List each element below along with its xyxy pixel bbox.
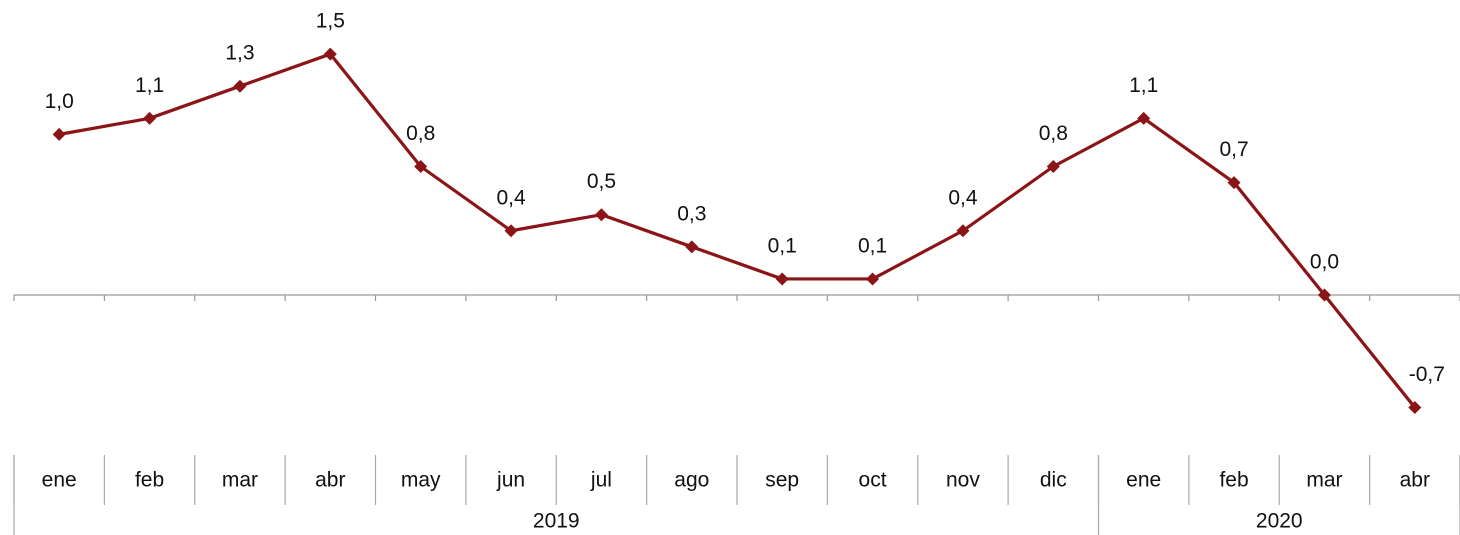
year-label: 2020: [1256, 510, 1303, 533]
marker: [1137, 111, 1151, 125]
line: [58, 52, 1417, 409]
x-tick-label: ene: [42, 469, 77, 492]
marker: [594, 208, 608, 222]
x-tick-label: nov: [946, 469, 980, 492]
marker: [323, 47, 337, 61]
data-label: 0,5: [587, 170, 616, 193]
marker: [1227, 176, 1241, 190]
marker: [52, 127, 66, 141]
data-label: 1,1: [135, 74, 164, 97]
marker: [233, 79, 247, 93]
data-label: 0,1: [768, 234, 797, 257]
data-label: 1,5: [316, 10, 345, 33]
data-label: 0,3: [677, 202, 706, 225]
data-label: 0,7: [1219, 138, 1248, 161]
x-tick-label: sep: [765, 469, 799, 492]
data-label: -0,7: [1409, 363, 1445, 386]
marker: [414, 160, 428, 173]
x-tick-label: ene: [1126, 469, 1161, 492]
marker: [866, 272, 880, 286]
data-label: 0,4: [496, 186, 526, 209]
x-tick-label: dic: [1040, 469, 1067, 492]
data-label: 1,1: [1129, 74, 1158, 97]
year-label: 2019: [533, 510, 580, 533]
x-tick-label: mar: [1306, 469, 1342, 492]
data-label: 1,0: [45, 90, 74, 113]
x-tick-label: ago: [674, 469, 709, 492]
data-label: 0,1: [858, 234, 887, 257]
data-label: 0,4: [948, 186, 978, 209]
x-tick-label: feb: [1219, 469, 1248, 492]
x-tick-label: oct: [859, 469, 887, 492]
data-label: 0,8: [406, 122, 435, 145]
x-tick-label: jun: [496, 469, 525, 492]
marker: [143, 111, 157, 125]
x-tick-label: jul: [590, 469, 612, 492]
marker: [1317, 288, 1331, 302]
data-label: 0,8: [1039, 122, 1068, 145]
x-tick-label: abr: [1400, 469, 1430, 492]
data-label: 0,0: [1310, 251, 1339, 274]
marker: [1408, 400, 1422, 414]
x-tick-label: abr: [315, 469, 345, 492]
marker: [956, 224, 970, 238]
x-tick-label: may: [401, 469, 441, 492]
marker: [504, 224, 518, 238]
x-tick-label: feb: [135, 469, 164, 492]
data-label: 1,3: [225, 42, 254, 65]
marker: [1046, 160, 1060, 173]
x-tick-label: mar: [222, 469, 258, 492]
marker: [685, 240, 699, 254]
marker: [775, 272, 789, 286]
